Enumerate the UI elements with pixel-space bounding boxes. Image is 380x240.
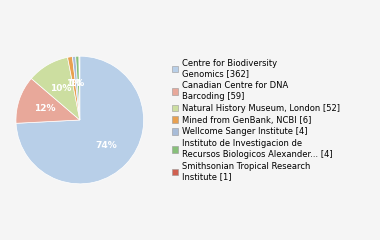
Wedge shape	[79, 56, 80, 120]
Legend: Centre for Biodiversity
Genomics [362], Canadian Centre for DNA
Barcoding [59], : Centre for Biodiversity Genomics [362], …	[172, 59, 340, 181]
Text: 1%: 1%	[69, 79, 84, 88]
Wedge shape	[73, 56, 80, 120]
Wedge shape	[16, 78, 80, 123]
Text: 12%: 12%	[34, 104, 55, 113]
Wedge shape	[31, 57, 80, 120]
Wedge shape	[76, 56, 80, 120]
Text: 1%: 1%	[66, 79, 82, 88]
Wedge shape	[68, 57, 80, 120]
Text: 74%: 74%	[96, 141, 117, 150]
Text: 10%: 10%	[51, 84, 72, 92]
Wedge shape	[16, 56, 144, 184]
